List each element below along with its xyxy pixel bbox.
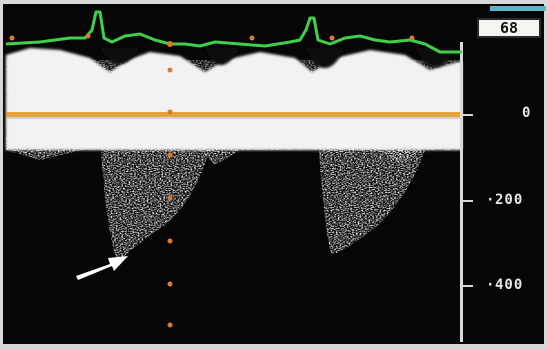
scale-label-200: 200 [495, 192, 524, 208]
marker-column [167, 67, 173, 328]
lower-flow-envelopes [6, 120, 462, 262]
velocity-scale-axis [460, 42, 473, 342]
heart-rate-readout: 68 [477, 18, 541, 38]
scale-dot-200: · [486, 192, 496, 208]
frame-left-edge [0, 0, 3, 349]
scale-label-0: 0 [522, 105, 532, 121]
frame-right-edge [544, 0, 548, 349]
ecg-trace [5, 10, 462, 54]
frame-top-edge [0, 0, 548, 4]
arrow-icon [76, 256, 128, 280]
scale-dot-400: · [486, 277, 496, 293]
scale-label-400: 400 [495, 277, 524, 293]
readout-cap [490, 6, 546, 11]
frame-bottom-edge [0, 344, 548, 349]
heart-rate-value: 68 [499, 19, 519, 37]
zero-baseline [6, 112, 462, 119]
